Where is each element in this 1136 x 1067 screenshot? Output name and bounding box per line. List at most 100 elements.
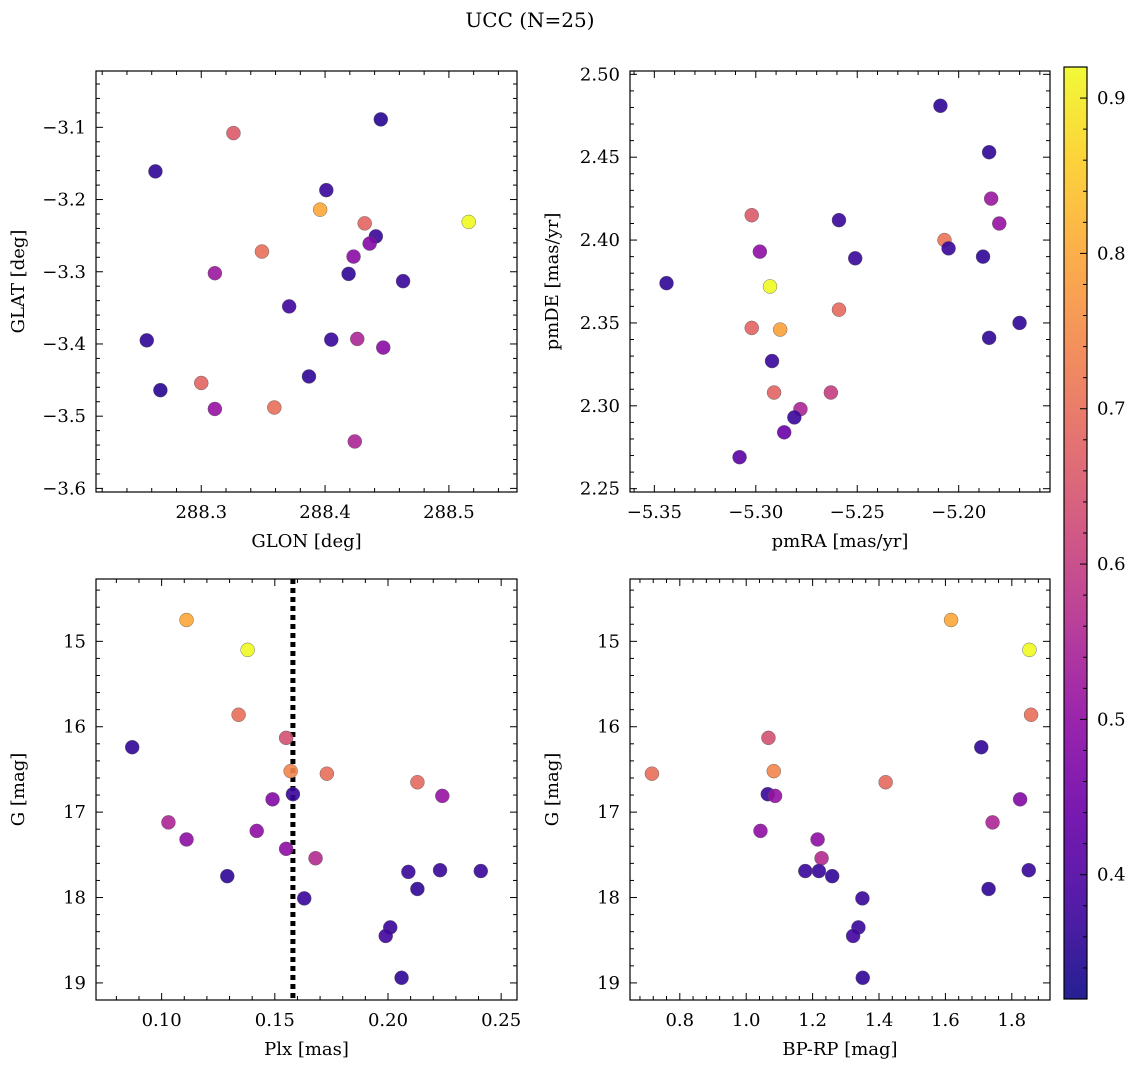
data-point bbox=[761, 730, 776, 746]
data-point bbox=[283, 763, 298, 779]
data-point bbox=[814, 851, 829, 866]
data-point bbox=[394, 970, 409, 985]
y-tick-label: −3.3 bbox=[42, 262, 86, 283]
data-point bbox=[831, 212, 847, 228]
data-point bbox=[308, 851, 323, 866]
data-point bbox=[231, 707, 246, 722]
data-point bbox=[312, 202, 328, 217]
data-point bbox=[824, 868, 840, 884]
y-axis-label: G [mag] bbox=[8, 753, 29, 826]
data-point bbox=[981, 330, 997, 346]
data-point bbox=[179, 832, 194, 847]
panel-pmra-pmde: −5.35 −5.30 −5.25 −5.20 2.25 2.30 2.35 2.40 2.45… bbox=[542, 64, 1051, 552]
data-point bbox=[319, 182, 334, 198]
y-tick-label: 2.35 bbox=[580, 313, 620, 334]
data-point bbox=[249, 823, 264, 839]
y-tick-label: 2.45 bbox=[580, 147, 620, 168]
data-point bbox=[811, 863, 827, 879]
data-point bbox=[823, 385, 839, 400]
plot-frame bbox=[95, 70, 518, 493]
data-point bbox=[376, 340, 391, 355]
data-point bbox=[855, 970, 870, 985]
data-point bbox=[787, 410, 802, 425]
data-point bbox=[139, 333, 154, 348]
data-point bbox=[848, 251, 863, 266]
data-point bbox=[744, 320, 759, 336]
y-tick-label: 19 bbox=[63, 973, 86, 994]
x-tick-label: 288.3 bbox=[175, 502, 227, 523]
y-tick-label: 15 bbox=[597, 631, 620, 652]
x-tick-label: 288.5 bbox=[423, 502, 475, 523]
y-tick-label: 2.30 bbox=[580, 396, 620, 417]
data-point bbox=[278, 841, 294, 857]
x-tick-label: 0.20 bbox=[368, 1010, 408, 1031]
y-axis-label: pmDE [mas/yr] bbox=[542, 213, 563, 351]
x-axis-label: BP-RP [mag] bbox=[782, 1039, 897, 1060]
data-point bbox=[753, 823, 768, 839]
data-point bbox=[1023, 707, 1039, 722]
x-axis-label: GLON [deg] bbox=[251, 531, 361, 552]
data-point bbox=[1022, 642, 1037, 658]
data-point bbox=[319, 766, 335, 781]
panel-plx-g: 0.10 0.15 0.20 0.25 15 16 17 18 19 Plx [mas] G [ma… bbox=[8, 578, 521, 1060]
data-point bbox=[148, 164, 163, 179]
y-tick-label: −3.6 bbox=[42, 478, 86, 499]
x-tick-label: 1.6 bbox=[931, 1010, 960, 1031]
data-point bbox=[878, 775, 893, 790]
data-point bbox=[410, 881, 425, 897]
data-point bbox=[981, 145, 997, 160]
x-tick-label: −5.20 bbox=[931, 502, 986, 523]
data-point bbox=[766, 763, 781, 779]
data-point bbox=[194, 375, 209, 391]
x-axis-label: pmRA [mas/yr] bbox=[772, 531, 909, 552]
data-point bbox=[161, 815, 176, 830]
data-point bbox=[395, 273, 411, 289]
data-point bbox=[752, 244, 768, 259]
data-point bbox=[357, 216, 372, 231]
x-tick-label: −5.30 bbox=[728, 502, 783, 523]
plot-frame bbox=[629, 578, 1051, 1001]
figure-title: UCC (N=25) bbox=[465, 8, 594, 32]
data-point bbox=[985, 815, 1000, 830]
data-point bbox=[983, 191, 999, 206]
data-point bbox=[267, 400, 282, 415]
data-point bbox=[831, 302, 847, 317]
data-point bbox=[744, 208, 759, 223]
data-point bbox=[810, 832, 825, 847]
data-point bbox=[341, 266, 356, 282]
data-point bbox=[845, 928, 861, 944]
data-point bbox=[855, 891, 870, 906]
y-tick-label: 17 bbox=[597, 802, 620, 823]
data-point bbox=[401, 864, 416, 880]
data-point bbox=[732, 449, 747, 465]
data-point bbox=[461, 214, 476, 230]
data-point bbox=[179, 612, 194, 628]
data-point bbox=[373, 112, 388, 127]
y-tick-label: −3.2 bbox=[42, 190, 86, 211]
y-tick-label: 16 bbox=[597, 717, 620, 738]
data-point bbox=[992, 216, 1007, 231]
data-point bbox=[975, 249, 991, 264]
data-point bbox=[285, 786, 301, 802]
data-point bbox=[347, 434, 362, 449]
data-point bbox=[1012, 315, 1027, 331]
x-tick-label: 0.25 bbox=[481, 1010, 521, 1031]
colorbar-tick-label: 0.4 bbox=[1097, 865, 1126, 886]
data-point bbox=[207, 401, 223, 417]
data-point bbox=[240, 642, 255, 658]
data-point bbox=[435, 788, 450, 804]
y-axis-label: G [mag] bbox=[542, 753, 563, 826]
y-tick-label: 2.50 bbox=[580, 64, 620, 85]
data-point bbox=[473, 863, 488, 879]
y-tick-label: 15 bbox=[63, 631, 86, 652]
colorbar-tick-label: 0.5 bbox=[1097, 709, 1126, 730]
data-point bbox=[767, 788, 783, 804]
data-point bbox=[798, 863, 813, 879]
data-point bbox=[1012, 792, 1028, 807]
panel-glon-glat: 288.3 288.4 288.5 −3.6 −3.5 −3.4 −3.3 −3.2 −3.1 G… bbox=[8, 70, 518, 552]
y-tick-label: 17 bbox=[63, 802, 86, 823]
y-tick-label: 2.40 bbox=[580, 230, 620, 251]
data-point bbox=[941, 241, 956, 256]
data-point bbox=[281, 299, 297, 314]
y-axis-label: GLAT [deg] bbox=[8, 230, 29, 334]
